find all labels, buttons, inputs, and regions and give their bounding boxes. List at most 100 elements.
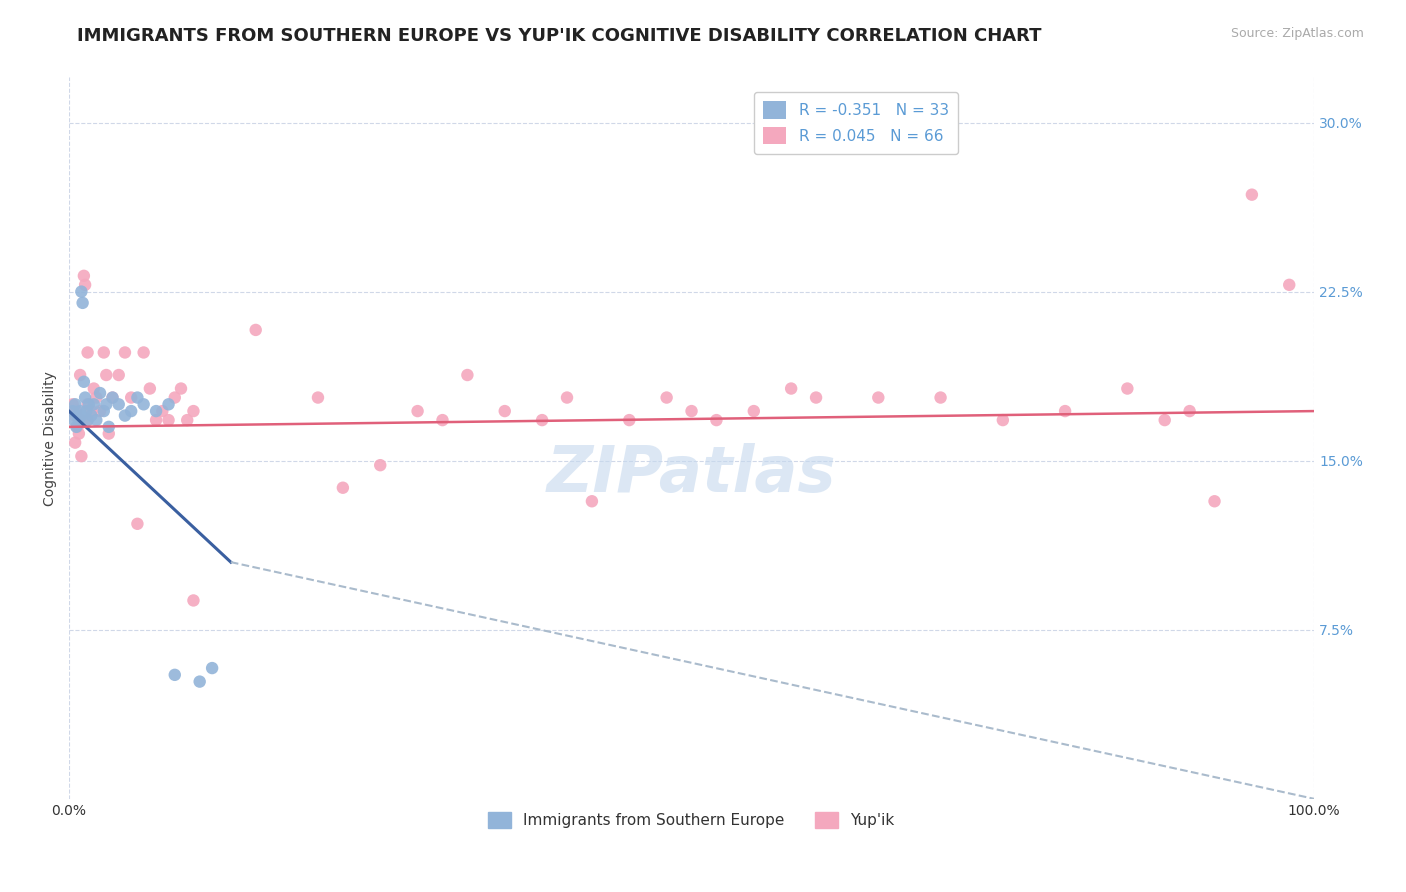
Point <box>456 368 478 382</box>
Point <box>80 404 103 418</box>
Point <box>581 494 603 508</box>
Point <box>681 404 703 418</box>
Point <box>69 368 91 382</box>
Point <box>706 413 728 427</box>
Point <box>63 435 86 450</box>
Point <box>96 397 118 411</box>
Point <box>75 277 97 292</box>
Point <box>114 409 136 423</box>
Point <box>929 391 952 405</box>
Point <box>163 668 186 682</box>
Point <box>76 413 98 427</box>
Point <box>83 397 105 411</box>
Point <box>120 404 142 418</box>
Point <box>1278 277 1301 292</box>
Point <box>96 368 118 382</box>
Point <box>307 391 329 405</box>
Point <box>69 404 91 418</box>
Point <box>73 268 96 283</box>
Point <box>157 397 180 411</box>
Point <box>132 345 155 359</box>
Text: IMMIGRANTS FROM SOUTHERN EUROPE VS YUP'IK COGNITIVE DISABILITY CORRELATION CHART: IMMIGRANTS FROM SOUTHERN EUROPE VS YUP'I… <box>77 27 1042 45</box>
Point <box>107 368 129 382</box>
Point <box>65 420 87 434</box>
Point <box>80 409 103 423</box>
Point <box>432 413 454 427</box>
Point <box>73 375 96 389</box>
Point <box>70 413 93 427</box>
Text: ZIPatlas: ZIPatlas <box>547 443 837 505</box>
Point <box>67 426 90 441</box>
Point <box>991 413 1014 427</box>
Point <box>1178 404 1201 418</box>
Point <box>804 391 827 405</box>
Point <box>406 404 429 418</box>
Point <box>101 391 124 405</box>
Point <box>77 397 100 411</box>
Point <box>201 661 224 675</box>
Point <box>63 397 86 411</box>
Point <box>76 397 98 411</box>
Point <box>101 391 124 405</box>
Y-axis label: Cognitive Disability: Cognitive Disability <box>44 371 58 506</box>
Point <box>66 409 89 423</box>
Point <box>245 323 267 337</box>
Point <box>145 404 167 418</box>
Point <box>89 404 111 418</box>
Point <box>176 413 198 427</box>
Point <box>70 285 93 299</box>
Point <box>139 382 162 396</box>
Point <box>188 674 211 689</box>
Point <box>66 420 89 434</box>
Point <box>127 516 149 531</box>
Point <box>868 391 890 405</box>
Point <box>145 413 167 427</box>
Point <box>86 413 108 427</box>
Point <box>1116 382 1139 396</box>
Point <box>655 391 678 405</box>
Point <box>72 296 94 310</box>
Point <box>67 413 90 427</box>
Point <box>62 404 84 418</box>
Point <box>183 404 205 418</box>
Point <box>1204 494 1226 508</box>
Point <box>89 386 111 401</box>
Point <box>76 413 98 427</box>
Point <box>1240 187 1263 202</box>
Point <box>107 397 129 411</box>
Point <box>120 391 142 405</box>
Point <box>93 345 115 359</box>
Point <box>97 420 120 434</box>
Point <box>183 593 205 607</box>
Point <box>332 481 354 495</box>
Point <box>619 413 641 427</box>
Point <box>75 391 97 405</box>
Point <box>70 409 93 423</box>
Point <box>97 426 120 441</box>
Point <box>62 397 84 411</box>
Point <box>132 397 155 411</box>
Point <box>76 345 98 359</box>
Legend: Immigrants from Southern Europe, Yup'ik: Immigrants from Southern Europe, Yup'ik <box>482 806 901 835</box>
Point <box>368 458 391 473</box>
Point <box>93 404 115 418</box>
Point <box>70 449 93 463</box>
Point <box>170 382 193 396</box>
Point <box>1054 404 1077 418</box>
Point <box>83 382 105 396</box>
Point <box>114 345 136 359</box>
Point <box>494 404 516 418</box>
Point <box>63 413 86 427</box>
Point <box>65 404 87 418</box>
Point <box>1153 413 1175 427</box>
Point <box>150 404 173 418</box>
Point <box>780 382 803 396</box>
Point <box>86 391 108 405</box>
Point <box>63 409 86 423</box>
Text: Source: ZipAtlas.com: Source: ZipAtlas.com <box>1230 27 1364 40</box>
Point <box>742 404 765 418</box>
Point <box>555 391 578 405</box>
Point <box>75 404 97 418</box>
Point <box>531 413 554 427</box>
Point <box>163 391 186 405</box>
